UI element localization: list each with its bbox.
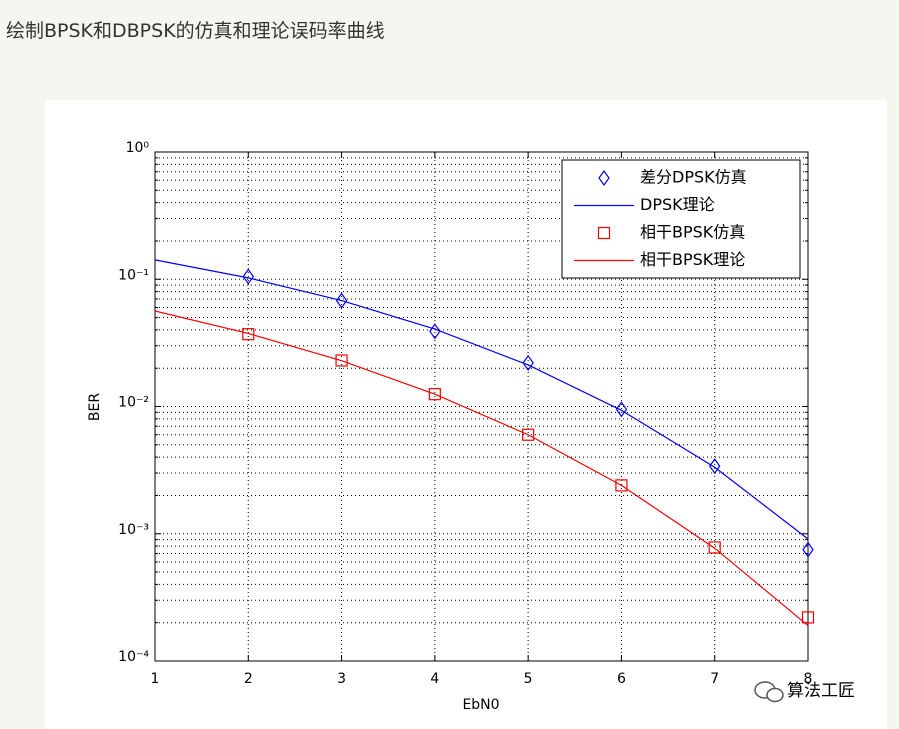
diamond-marker [615, 401, 628, 418]
x-tick-label: 4 [430, 671, 439, 687]
y-axis-label: BER [87, 393, 103, 421]
series-line [154, 310, 809, 626]
square-marker [801, 611, 815, 624]
legend-marker [597, 226, 611, 240]
x-tick-label: 7 [710, 671, 719, 687]
article-heading: 绘制BPSK和DBPSK的仿真和理论误码率曲线 [6, 20, 385, 42]
diamond-marker [708, 458, 721, 475]
square-marker [242, 328, 255, 341]
diamond-marker [802, 541, 814, 558]
square-marker [428, 388, 441, 401]
diamond-marker [335, 292, 348, 309]
legend-label: DPSK理论 [640, 195, 715, 214]
legend-box [561, 159, 801, 279]
y-tick-label: 10⁻⁴ [118, 649, 149, 665]
square-marker [615, 479, 628, 492]
diamond-marker [522, 354, 534, 371]
y-tick-label: 10⁻¹ [118, 267, 149, 283]
x-axis-label: EbN0 [462, 697, 499, 713]
legend-label: 相干BPSK仿真 [640, 223, 745, 242]
x-tick-label: 8 [804, 671, 813, 687]
legend-marker [598, 169, 610, 187]
square-marker [708, 541, 721, 554]
square-marker [522, 428, 535, 441]
axes-box [154, 151, 809, 662]
legend-label: 差分DPSK仿真 [640, 168, 747, 187]
series-line [154, 259, 809, 540]
x-tick-label: 3 [337, 671, 346, 687]
x-tick-label: 2 [244, 671, 253, 687]
y-tick-label: 10⁻³ [118, 522, 149, 538]
watermark: 算法工匠 [787, 681, 855, 701]
x-tick-label: 1 [151, 671, 160, 687]
x-tick-label: 6 [617, 671, 626, 687]
square-marker [335, 354, 348, 367]
watermark-icon [754, 681, 784, 703]
legend-label: 相干BPSK理论 [640, 250, 745, 269]
diamond-marker [429, 323, 441, 340]
diamond-marker [242, 268, 255, 285]
x-tick-label: 5 [524, 671, 533, 687]
y-tick-label: 10⁻² [118, 395, 149, 411]
y-tick-label: 10⁰ [126, 140, 150, 156]
